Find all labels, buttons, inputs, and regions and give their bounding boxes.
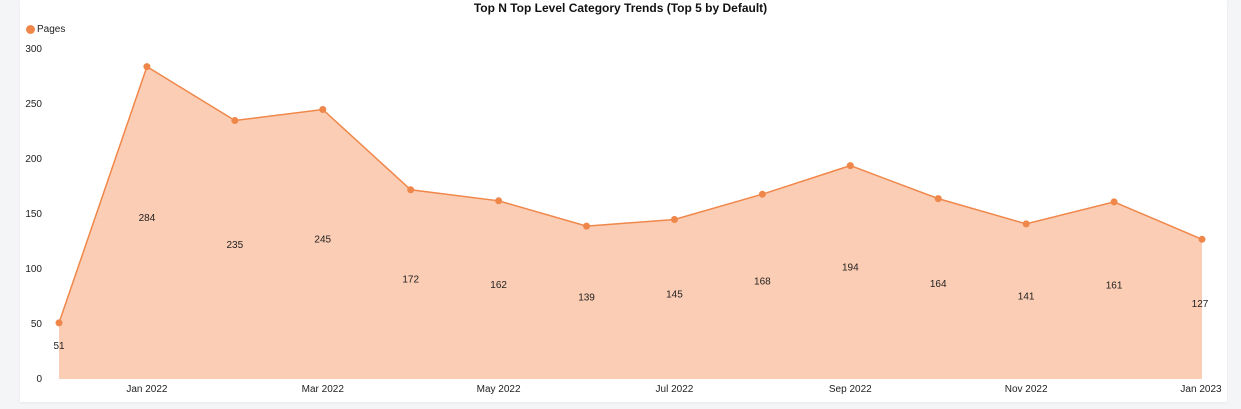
x-tick-label: Mar 2022 — [302, 384, 345, 395]
data-label: 194 — [842, 262, 859, 273]
data-point[interactable] — [1198, 235, 1206, 243]
data-label: 172 — [402, 274, 419, 285]
x-tick-label: Jan 2022 — [126, 384, 168, 395]
x-tick-label: Sep 2022 — [829, 384, 872, 395]
legend-label-pages: Pages — [37, 24, 66, 35]
data-point[interactable] — [1022, 220, 1030, 228]
y-tick-label: 0 — [36, 374, 42, 385]
data-point[interactable] — [583, 222, 591, 230]
x-tick-label: Jul 2022 — [656, 384, 694, 395]
data-label: 139 — [578, 293, 595, 304]
y-tick-label: 200 — [25, 154, 42, 165]
data-point[interactable] — [670, 216, 678, 223]
data-point[interactable] — [758, 190, 766, 198]
data-point[interactable] — [231, 117, 239, 124]
data-label: 127 — [1192, 299, 1209, 310]
y-tick-label: 300 — [25, 44, 42, 55]
data-label: 235 — [227, 240, 244, 251]
data-label: 162 — [490, 280, 507, 291]
data-label: 145 — [666, 289, 683, 300]
series-area-pages — [59, 66, 1202, 379]
data-point[interactable] — [319, 106, 327, 113]
y-tick-label: 250 — [25, 99, 42, 110]
data-point[interactable] — [407, 186, 415, 194]
data-point[interactable] — [846, 162, 854, 170]
x-tick-label: Jan 2023 — [1180, 384, 1222, 395]
legend-marker — [26, 25, 35, 34]
y-tick-label: 50 — [31, 319, 43, 330]
x-tick-label: May 2022 — [477, 384, 521, 395]
data-label: 168 — [754, 277, 771, 288]
chart-title: Top N Top Level Category Trends (Top 5 b… — [473, 1, 768, 15]
y-tick-label: 100 — [25, 264, 42, 275]
data-point[interactable] — [934, 195, 942, 203]
x-tick-label: Nov 2022 — [1005, 384, 1048, 395]
data-point[interactable] — [495, 197, 503, 205]
data-point[interactable] — [55, 319, 63, 327]
data-label: 51 — [53, 341, 65, 352]
series-line-pages — [58, 65, 1203, 324]
data-label: 164 — [930, 279, 947, 290]
data-label: 245 — [314, 234, 331, 245]
data-label: 284 — [139, 213, 156, 224]
data-point[interactable] — [1110, 198, 1118, 206]
data-label: 141 — [1018, 291, 1035, 302]
legend[interactable]: Pages — [26, 24, 65, 35]
data-label: 161 — [1106, 280, 1123, 291]
data-point[interactable] — [143, 63, 151, 71]
y-tick-label: 150 — [25, 209, 42, 220]
